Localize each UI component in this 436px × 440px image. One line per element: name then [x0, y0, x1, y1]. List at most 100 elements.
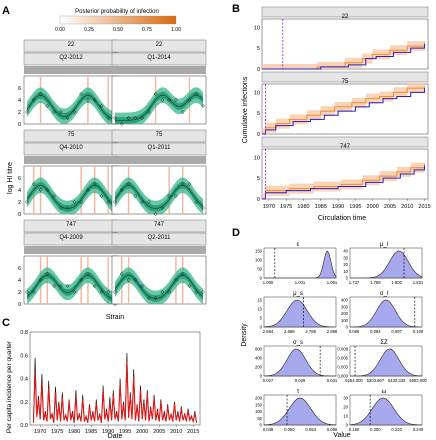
- x-tick-label: 0.240: [413, 427, 424, 432]
- observation-marker: [79, 200, 84, 204]
- y-tick-label: 6: [18, 86, 21, 92]
- observation-marker: [79, 278, 84, 282]
- observation-marker: [194, 290, 199, 294]
- x-tick-label: 1980: [297, 204, 309, 210]
- colorbar-tick-label: 0.50: [113, 27, 123, 33]
- facet-strain-label: Q2-2012: [59, 55, 83, 61]
- observation-marker: [92, 98, 97, 102]
- observation-marker: [146, 110, 151, 114]
- y-tick-label: 0: [257, 67, 260, 73]
- x-tick-label: 1995: [119, 429, 131, 435]
- density-panel-title: τ: [297, 389, 300, 395]
- observation-marker: [167, 290, 172, 294]
- facet-b-plot: 0 5 10: [254, 136, 429, 203]
- y-tick-label: 50: [257, 416, 262, 421]
- observation-marker: [187, 182, 192, 186]
- y-tick-label: 0.6: [20, 353, 28, 359]
- x-tick-label: 1.031: [295, 280, 306, 285]
- observation-marker: [133, 194, 138, 198]
- density-panel-title: ΣZ: [380, 340, 388, 346]
- observation-marker: [187, 98, 192, 102]
- facet-a-plot: [111, 129, 207, 216]
- facet-strain-label: Q4-2010: [59, 145, 83, 151]
- observation-marker: [173, 278, 178, 282]
- y-tick-label: 40: [343, 249, 348, 254]
- facet-strip-individual: [111, 39, 207, 53]
- x-tick-label: 0.086: [349, 329, 360, 334]
- facet-a-4: 75 Q1-2011: [148, 132, 172, 151]
- colorbar-tick-label: 0.25: [84, 27, 94, 33]
- y-tick-label: 30: [343, 255, 348, 260]
- density-panel-title: ε: [297, 242, 300, 248]
- colorbar-tick-label: 0.75: [142, 27, 152, 33]
- observation-marker: [38, 278, 43, 282]
- facet-strip-strain: [111, 232, 207, 246]
- density-panel-title: σ_l: [380, 291, 388, 297]
- observation-marker: [133, 278, 138, 282]
- facet-grey-bar: [24, 156, 118, 164]
- y-tick-label: 0.0: [20, 423, 28, 429]
- cumulative-credible-band: [262, 81, 425, 134]
- facet-a-plot: 0 2 4 6: [18, 219, 119, 308]
- y-tick-label: 150: [255, 402, 263, 407]
- colorbar-tick-label: 0.00: [55, 27, 65, 33]
- x-tick-label: 2.788: [305, 329, 316, 334]
- density-panel: 0 50 100 150 1.000 1.031 1.061: [255, 247, 338, 285]
- observation-marker: [72, 290, 77, 294]
- facet-grey-bar: [24, 246, 118, 254]
- observation-marker: [113, 116, 117, 120]
- cumulative-true-line: [262, 165, 426, 200]
- x-tick-label: 2005: [384, 204, 396, 210]
- fit-line: [26, 94, 116, 120]
- density-curve: [350, 348, 423, 377]
- fit-inner-band: [115, 181, 203, 212]
- x-tick-label: 1990: [332, 204, 344, 210]
- observation-marker: [99, 290, 104, 294]
- y-tick-label: 30: [343, 396, 348, 401]
- panel-b-facets: 22 75 747: [340, 14, 351, 150]
- observation-marker: [113, 200, 117, 204]
- facet-b-plot: 0 5 10: [254, 71, 429, 138]
- observation-marker: [146, 296, 151, 300]
- observation-marker: [52, 194, 57, 198]
- observation-marker: [99, 194, 104, 198]
- x-tick-label: 2.988: [327, 329, 338, 334]
- y-tick-label: 20: [343, 405, 348, 410]
- observation-marker: [140, 116, 145, 120]
- observation-marker: [187, 284, 192, 288]
- density-curve: [350, 250, 423, 279]
- cumulative-credible-band: [262, 36, 425, 69]
- observation-marker: [25, 110, 29, 114]
- observation-marker: [167, 194, 172, 198]
- observation-marker: [160, 206, 165, 210]
- density-curve: [263, 299, 336, 328]
- y-tick-label: 0.000: [338, 374, 349, 379]
- x-tick-label: 0.180: [349, 427, 360, 432]
- facet-a-6: 747 Q2-2011: [148, 222, 172, 241]
- observation-marker: [31, 290, 36, 294]
- y-tick-label: 0: [257, 197, 260, 203]
- fit-line: [114, 274, 204, 300]
- y-tick-label: 0: [260, 374, 263, 379]
- x-tick-label: 2015: [418, 204, 430, 210]
- facet-a-2: 22 Q1-2014: [147, 42, 171, 61]
- fit-inner-band: [115, 271, 203, 302]
- observation-marker: [126, 278, 131, 282]
- observation-marker: [31, 182, 36, 186]
- x-tick-label: 5303.667: [367, 378, 385, 383]
- y-tick-label: 400: [341, 298, 349, 303]
- x-tick-label: 2010: [401, 204, 413, 210]
- x-tick-label: 1.831: [413, 280, 424, 285]
- panel-c-xlabel: Date: [108, 433, 123, 440]
- density-curve: [264, 250, 337, 279]
- y-tick-label: 5: [257, 46, 260, 52]
- facet-strip: [261, 6, 429, 18]
- facet-b-plot: 0 5 10: [254, 6, 429, 73]
- observation-marker: [126, 182, 131, 186]
- x-tick-label: 0.200: [370, 427, 381, 432]
- panel-a-ylabel: log HI titre: [7, 162, 14, 194]
- fit-credible-band: [115, 87, 203, 124]
- density-curve: [263, 397, 337, 426]
- facet-grey-bar: [24, 66, 118, 74]
